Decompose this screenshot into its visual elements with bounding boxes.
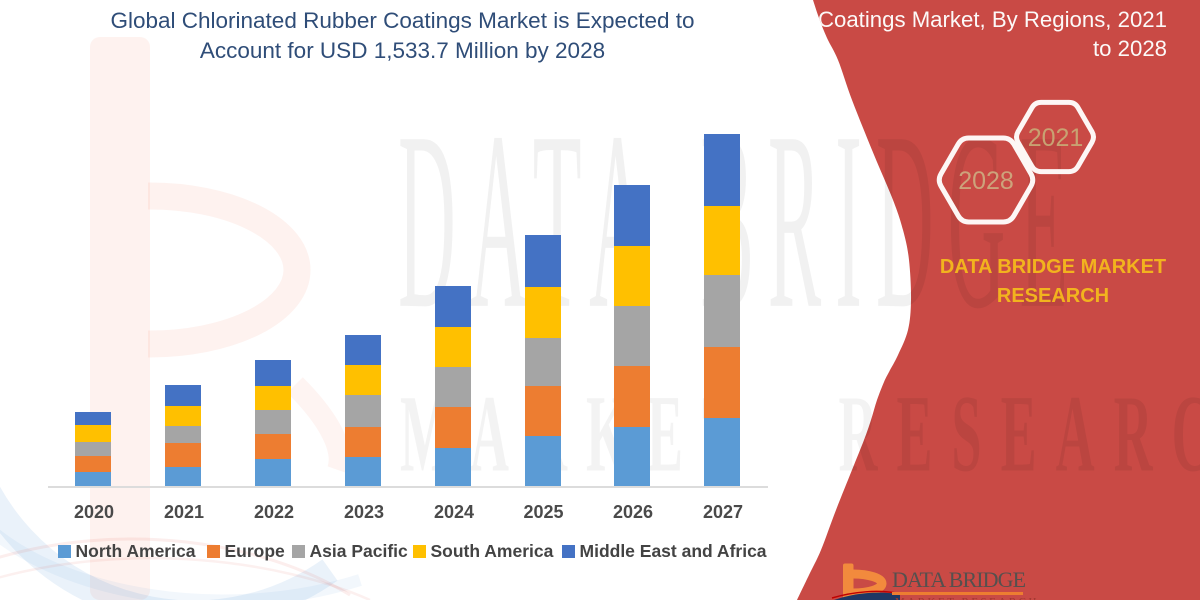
svg-text:2021: 2021 bbox=[1028, 124, 1084, 152]
svg-text:2028: 2028 bbox=[958, 167, 1014, 195]
